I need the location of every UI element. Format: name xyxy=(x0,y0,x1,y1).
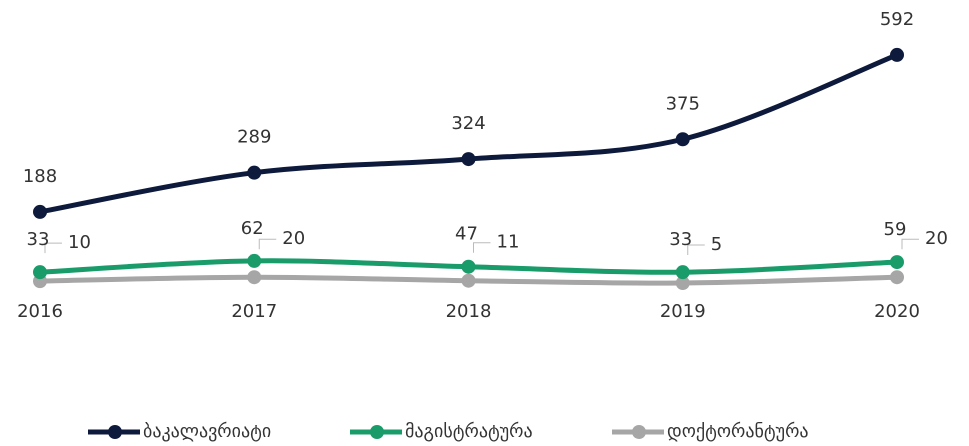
data-label: 20 xyxy=(925,228,948,249)
data-label: 188 xyxy=(23,166,57,187)
data-label: 47 xyxy=(455,224,478,245)
leader-line xyxy=(901,238,919,250)
legend-label: ბაკალავრიატი xyxy=(143,421,271,442)
x-tick-label: 2019 xyxy=(660,301,706,322)
point xyxy=(890,47,904,62)
leader-line xyxy=(473,242,491,253)
point xyxy=(247,270,262,285)
point xyxy=(461,259,476,274)
point xyxy=(675,265,690,280)
point xyxy=(675,132,690,147)
legend-dot xyxy=(108,425,122,439)
legend-dot xyxy=(632,425,646,439)
point xyxy=(890,255,904,270)
legend-dot xyxy=(370,425,384,439)
data-label: 33 xyxy=(669,229,692,250)
point xyxy=(247,253,262,268)
point xyxy=(247,165,262,180)
x-tick-label: 2018 xyxy=(446,301,492,322)
data-label: 62 xyxy=(241,218,264,239)
x-tick-label: 2016 xyxy=(17,301,63,322)
data-label: 324 xyxy=(451,113,485,134)
data-label: 592 xyxy=(880,9,914,30)
leader-line xyxy=(687,244,705,256)
data-label: 59 xyxy=(884,219,907,240)
data-label: 289 xyxy=(237,127,271,148)
point xyxy=(33,204,47,219)
point xyxy=(461,152,476,167)
data-label: 375 xyxy=(666,93,700,114)
legend-label: მაგისტრატურა xyxy=(405,421,533,442)
data-label: 5 xyxy=(711,234,722,255)
point xyxy=(461,273,476,288)
leader-line xyxy=(258,238,277,250)
data-label: 10 xyxy=(68,232,91,253)
x-tick-label: 2017 xyxy=(231,301,277,322)
x-tick-label: 2020 xyxy=(874,301,920,322)
leader-line xyxy=(44,242,62,254)
legend-label: დოქტორანტურა xyxy=(667,421,809,442)
data-label: 33 xyxy=(27,229,50,250)
data-label: 11 xyxy=(497,232,520,253)
point xyxy=(890,270,904,285)
data-label: 20 xyxy=(282,228,305,249)
point xyxy=(675,276,690,291)
point xyxy=(33,265,47,280)
